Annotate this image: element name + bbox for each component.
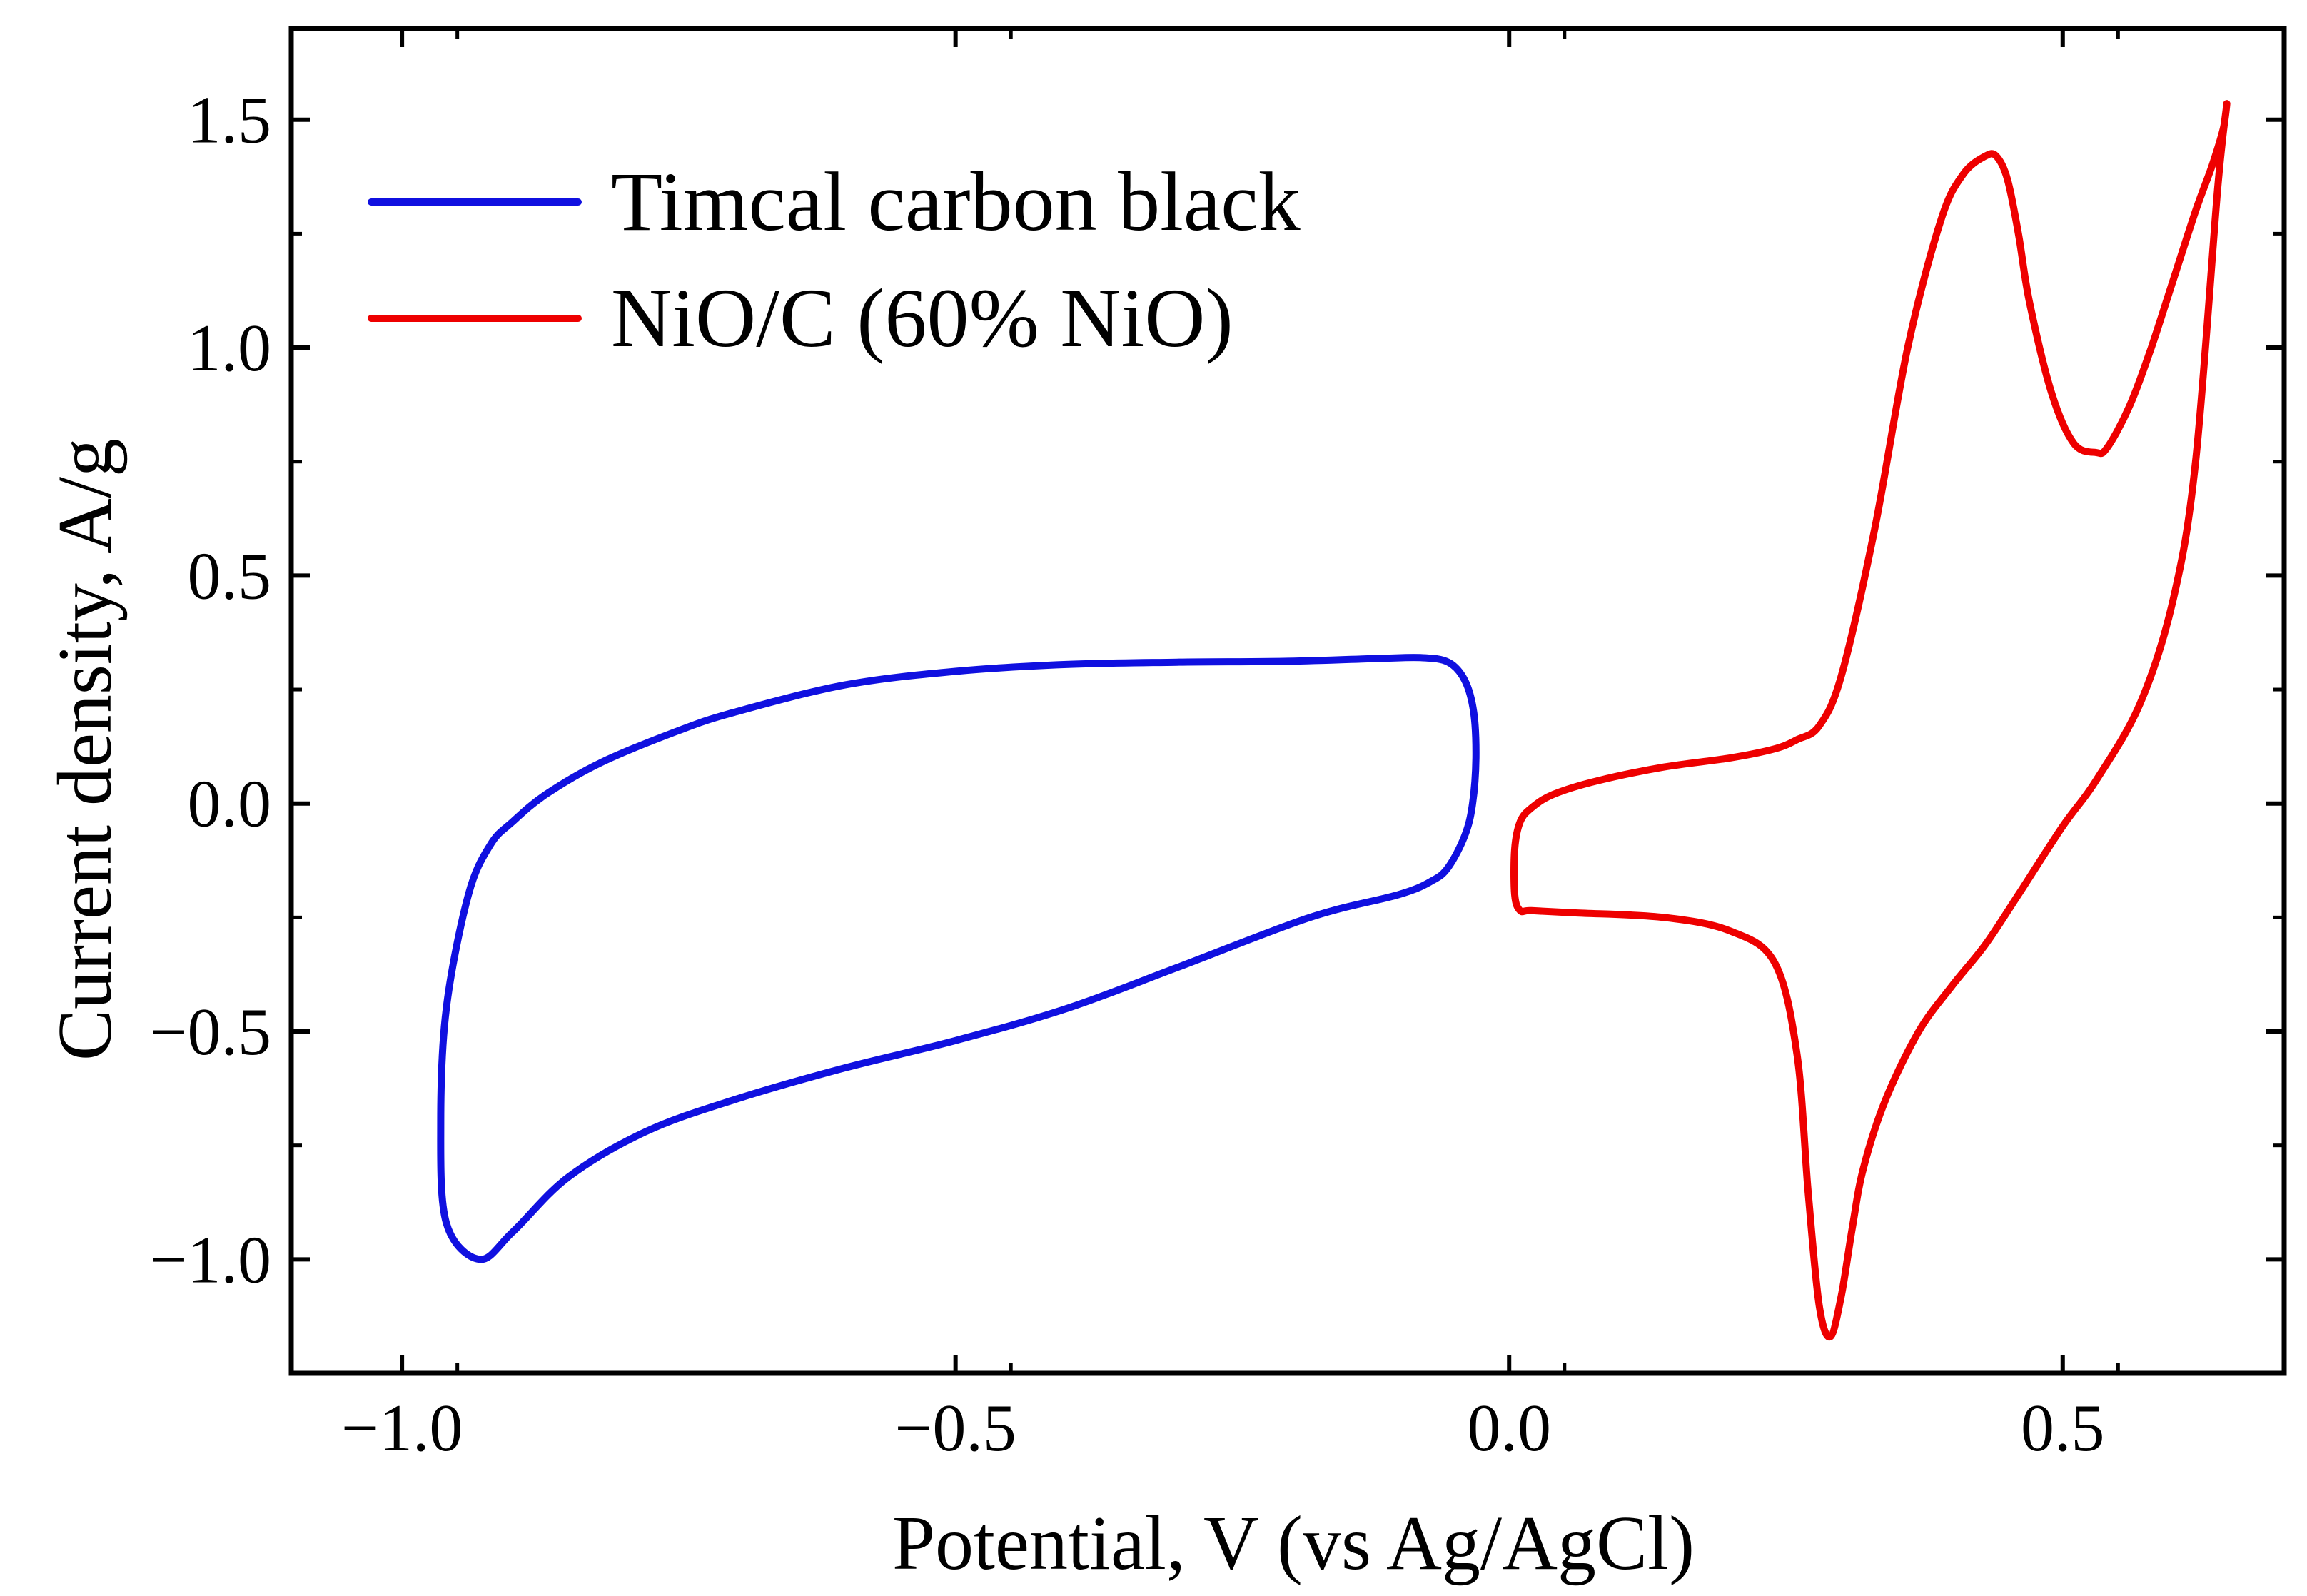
y-tick-label: −0.5 (149, 995, 271, 1069)
x-tick-label: 0.5 (2021, 1391, 2105, 1465)
plot-frame (288, 26, 2287, 1376)
legend: Timcal carbon black NiO/C (60% NiO) (368, 155, 1301, 365)
x-tick-label: −0.5 (894, 1391, 1016, 1465)
series-line-nio-c (1510, 100, 2231, 1340)
series-line-timcal-carbon-black (437, 654, 1480, 1263)
legend-label-nio: NiO/C (60% NiO) (611, 271, 1233, 365)
y-tick-label: −1.0 (149, 1223, 271, 1297)
y-tick-label: 1.5 (188, 84, 272, 158)
y-tick-label: 1.0 (188, 311, 272, 385)
legend-label-timcal: Timcal carbon black (611, 155, 1301, 248)
series-layer (437, 100, 2231, 1340)
y-axis-title: Current density, A/g (43, 438, 128, 1061)
x-tick-label: 0.0 (1467, 1391, 1551, 1465)
y-tick-label: 0.0 (188, 767, 272, 842)
x-axis-ticks: −1.0 −0.5 0.0 0.5 (341, 29, 2120, 1465)
x-tick-label: −1.0 (341, 1391, 463, 1465)
y-axis-ticks: −1.0 −0.5 0.0 0.5 1.0 1.5 (149, 84, 2284, 1375)
x-axis-title: Potential, V (vs Ag/AgCl) (892, 1501, 1695, 1586)
y-tick-label: 0.5 (188, 539, 272, 613)
plot-area (288, 26, 2287, 1376)
